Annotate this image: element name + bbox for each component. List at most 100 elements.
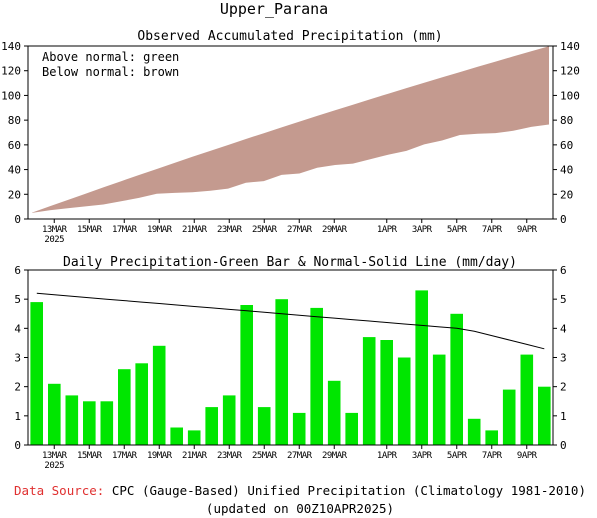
y-tick-label-right: 60	[560, 139, 573, 152]
y-tick-label-left: 100	[1, 89, 21, 102]
y-tick-label-left: 60	[8, 139, 21, 152]
x-tick-label: 27MAR	[287, 451, 313, 461]
y-tick-label-right: 0	[560, 439, 567, 452]
daily-bar	[83, 401, 96, 446]
x-tick-label: 7APR	[482, 225, 503, 235]
daily-bar	[397, 357, 411, 445]
page-title: Upper_Parana	[220, 0, 328, 18]
bottom-bar-layer	[30, 290, 551, 446]
y-tick-label-left: 0	[14, 439, 21, 452]
daily-bar	[485, 430, 498, 445]
x-tick-label: 15MAR	[77, 225, 103, 235]
x-tick-label: 17MAR	[112, 451, 138, 461]
x-tick-label: 15MAR	[77, 451, 103, 461]
daily-bar	[222, 395, 236, 445]
daily-bar	[135, 363, 148, 445]
y-tick-label-right: 0	[560, 213, 567, 226]
daily-bar	[520, 354, 534, 445]
daily-bar	[345, 412, 358, 445]
y-tick-label-right: 100	[560, 89, 580, 102]
y-tick-label-left: 40	[8, 164, 21, 177]
daily-bar	[432, 354, 446, 445]
below-normal-area	[32, 46, 549, 213]
y-tick-label-right: 6	[560, 264, 567, 277]
y-tick-label-left: 20	[8, 188, 21, 201]
daily-bar	[275, 299, 288, 445]
daily-bar	[170, 427, 183, 445]
x-tick-label: 5APR	[447, 225, 468, 235]
x-tick-label: 21MAR	[182, 225, 208, 235]
y-tick-label-right: 120	[560, 65, 580, 78]
x-tick-label: 1APR	[377, 451, 398, 461]
top-legend-line-2: Below normal: brown	[42, 65, 179, 79]
top-chart-title: Observed Accumulated Precipitation (mm)	[137, 29, 442, 44]
x-tick-label: 7APR	[482, 451, 503, 461]
top-axis-ticks: 0 0 20 20 40 40 60 60 80 80 100 100 120 120 140 140 13MA…	[1, 40, 580, 245]
footer-source-line: Data Source: CPC (Gauge-Based) Unified P…	[14, 483, 586, 498]
bottom-axis-ticks: 0 0 1 1 2 2 3 3 4 4 5 5 6 6 13MAR 15MAR 17MAR 19MAR 21MAR 2…	[14, 264, 567, 471]
x-year-label: 2025	[44, 235, 64, 245]
daily-bar	[118, 369, 131, 445]
y-tick-label-right: 20	[560, 188, 573, 201]
x-tick-label: 19MAR	[147, 451, 173, 461]
daily-bar	[257, 407, 271, 445]
x-year-label: 2025	[44, 461, 64, 471]
top-legend-line-1: Above normal: green	[42, 50, 179, 64]
x-tick-label: 3APR	[412, 451, 433, 461]
daily-bar	[205, 407, 218, 445]
daily-bar	[152, 345, 166, 445]
y-tick-label-left: 3	[14, 352, 21, 365]
top-plot-frame	[27, 45, 554, 220]
source-text: CPC (Gauge-Based) Unified Precipitation …	[112, 483, 586, 498]
y-tick-label-left: 1	[14, 410, 21, 423]
daily-bar	[467, 418, 481, 446]
daily-bar	[538, 386, 551, 445]
daily-bar	[65, 395, 79, 445]
y-tick-label-right: 2	[560, 381, 567, 394]
daily-bar	[292, 412, 306, 445]
daily-bar	[327, 380, 341, 445]
daily-bar	[502, 389, 516, 445]
source-label: Data Source:	[14, 483, 104, 498]
bottom-chart-title: Daily Precipitation-Green Bar & Normal-S…	[63, 255, 517, 270]
y-tick-label-right: 1	[560, 410, 567, 423]
y-tick-label-left: 4	[14, 322, 21, 335]
y-tick-label-right: 3	[560, 352, 567, 365]
x-tick-label: 5APR	[447, 451, 468, 461]
daily-bar	[362, 337, 376, 445]
y-tick-label-left: 6	[14, 264, 21, 277]
y-tick-label-right: 4	[560, 322, 567, 335]
x-tick-label: 21MAR	[182, 451, 208, 461]
x-tick-label: 9APR	[517, 451, 538, 461]
x-tick-label: 13MAR	[42, 451, 68, 461]
y-tick-label-right: 140	[560, 40, 580, 53]
daily-bar	[450, 313, 463, 446]
y-tick-label-left: 80	[8, 114, 21, 127]
x-tick-label: 1APR	[377, 225, 398, 235]
x-tick-label: 25MAR	[252, 225, 278, 235]
x-tick-label: 27MAR	[287, 225, 313, 235]
daily-bar	[240, 305, 253, 445]
y-tick-label-right: 40	[560, 164, 573, 177]
daily-bar	[415, 290, 428, 445]
x-tick-label: 29MAR	[322, 225, 348, 235]
y-tick-label-left: 120	[1, 65, 21, 78]
daily-bar	[310, 307, 323, 445]
x-tick-label: 9APR	[517, 225, 538, 235]
x-tick-label: 3APR	[412, 225, 433, 235]
daily-bar	[187, 430, 201, 445]
normal-line	[36, 292, 545, 350]
daily-bar	[380, 340, 393, 445]
x-tick-label: 23MAR	[217, 451, 243, 461]
x-tick-label: 25MAR	[252, 451, 278, 461]
top-area-layer	[32, 46, 549, 213]
x-tick-label: 19MAR	[147, 225, 173, 235]
x-tick-label: 23MAR	[217, 225, 243, 235]
y-tick-label-left: 5	[14, 293, 21, 306]
y-tick-label-left: 2	[14, 381, 21, 394]
x-tick-label: 13MAR	[42, 225, 68, 235]
bottom-normal-line-layer	[36, 292, 545, 350]
y-tick-label-left: 0	[14, 213, 21, 226]
